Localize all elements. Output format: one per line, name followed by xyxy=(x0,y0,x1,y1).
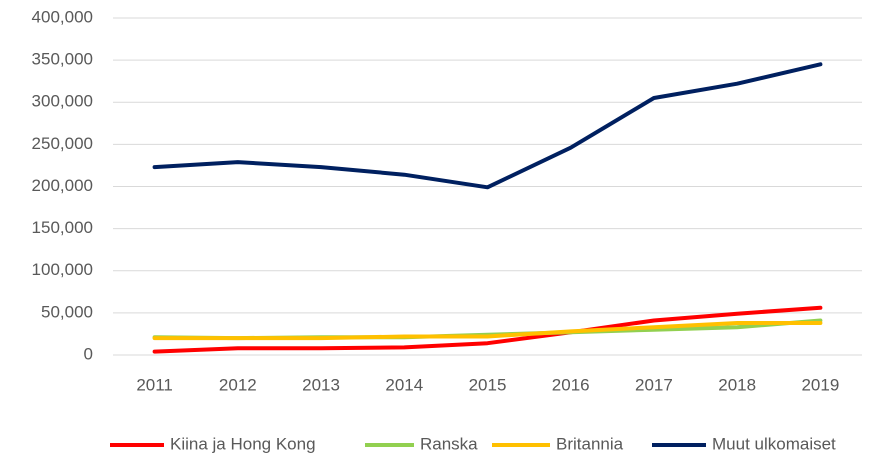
legend-label: Ranska xyxy=(420,434,478,453)
x-tick-label: 2019 xyxy=(801,375,839,394)
x-tick-label: 2016 xyxy=(552,375,590,394)
series-line xyxy=(152,62,823,190)
series-line xyxy=(152,321,823,341)
y-tick-label: 50,000 xyxy=(41,302,93,321)
x-tick-label: 2012 xyxy=(219,375,257,394)
y-tick-label: 0 xyxy=(84,344,93,363)
legend-label: Britannia xyxy=(556,434,624,453)
x-tick-label: 2014 xyxy=(385,375,423,394)
y-tick-label: 100,000 xyxy=(32,260,93,279)
legend-label: Kiina ja Hong Kong xyxy=(170,434,316,453)
y-tick-label: 350,000 xyxy=(32,50,93,69)
y-tick-label: 300,000 xyxy=(32,92,93,111)
y-tick-label: 400,000 xyxy=(32,7,93,26)
x-tick-label: 2015 xyxy=(469,375,507,394)
x-tick-label: 2011 xyxy=(136,375,173,394)
y-tick-label: 250,000 xyxy=(32,134,93,153)
legend-label: Muut ulkomaiset xyxy=(712,434,836,453)
y-tick-label: 150,000 xyxy=(32,218,93,237)
x-tick-label: 2017 xyxy=(635,375,673,394)
series-line xyxy=(152,305,823,354)
y-tick-label: 200,000 xyxy=(32,176,93,195)
x-tick-label: 2018 xyxy=(718,375,756,394)
x-tick-label: 2013 xyxy=(302,375,340,394)
